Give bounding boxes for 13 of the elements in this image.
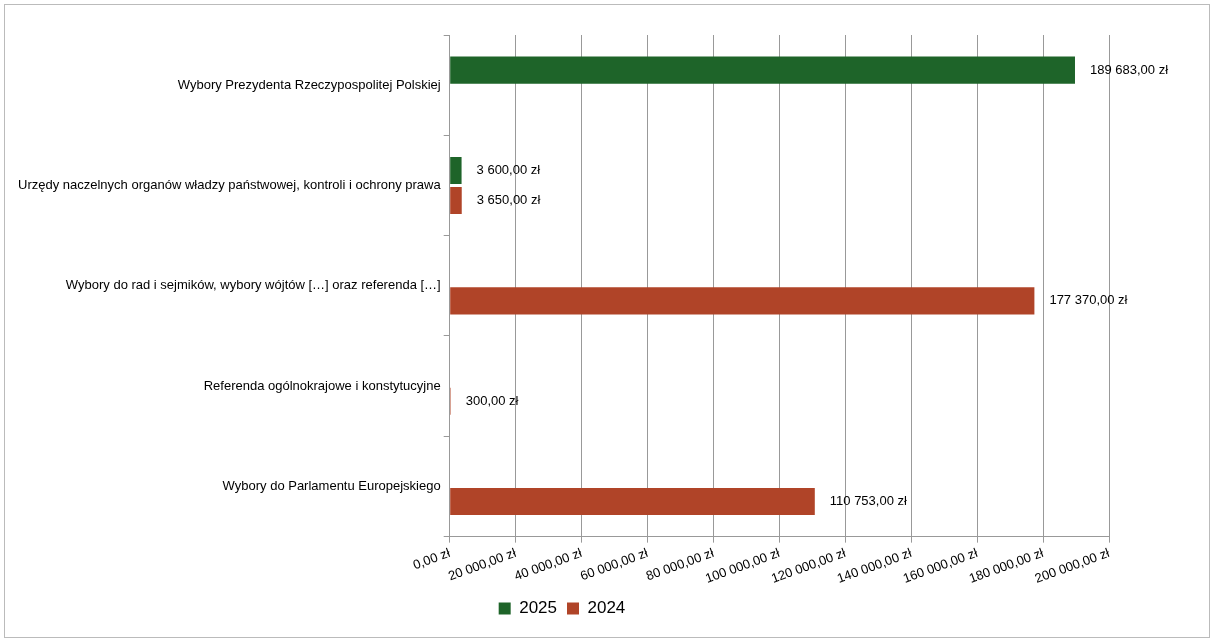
y-tick-label: Wybory do rad i sejmików, wybory wójtów […] oraz referenda […] <box>65 277 441 293</box>
data-label: 177 370,00 zł <box>1049 292 1128 308</box>
y-tick-label: Wybory do Parlamentu Europejskiego <box>222 478 441 494</box>
data-label: 3 600,00 zł <box>476 162 541 178</box>
data-label: 110 753,00 zł <box>829 493 908 509</box>
y-tick-label: Referenda ogólnokrajowe i konstytucyjne <box>203 377 441 393</box>
data-label: 300,00 zł <box>465 392 519 408</box>
legend-label: 2024 <box>587 598 626 618</box>
legend-label: 2025 <box>519 598 558 618</box>
y-tick-label: Urzędy naczelnych organów władzy państwowej, kontroli i ochrony prawa <box>18 177 442 193</box>
y-tick-label: Wybory Prezydenta Rzeczypospolitej Polskiej <box>177 76 441 92</box>
data-label: 3 650,00 zł <box>476 192 541 208</box>
data-label: 189 683,00 zł <box>1089 61 1169 77</box>
